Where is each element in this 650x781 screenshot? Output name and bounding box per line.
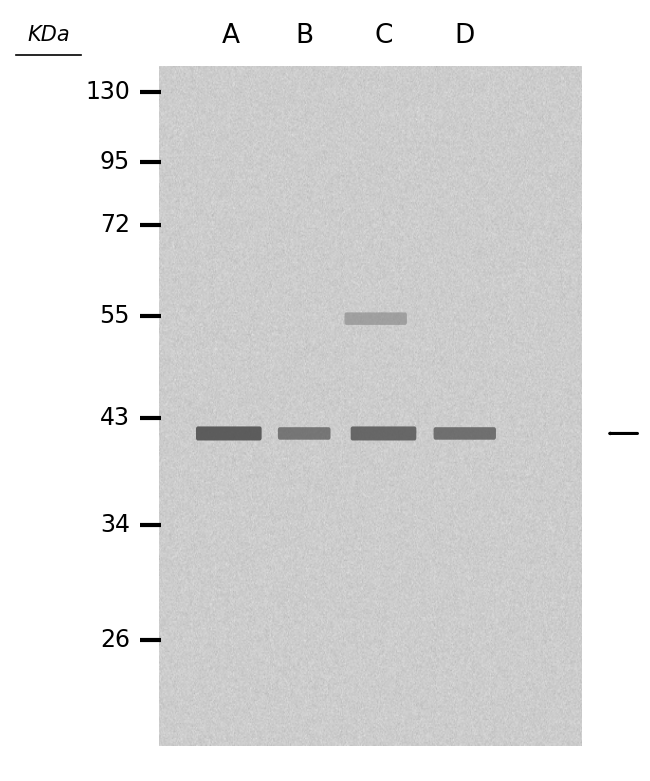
Text: KDa: KDa — [27, 25, 70, 45]
Text: 34: 34 — [100, 513, 130, 537]
FancyBboxPatch shape — [351, 426, 416, 440]
FancyBboxPatch shape — [344, 312, 407, 325]
FancyBboxPatch shape — [278, 427, 331, 440]
FancyBboxPatch shape — [196, 426, 261, 440]
FancyBboxPatch shape — [434, 427, 496, 440]
Text: 95: 95 — [99, 151, 130, 174]
Text: C: C — [374, 23, 393, 49]
Text: D: D — [454, 23, 475, 49]
Text: 130: 130 — [85, 80, 130, 104]
Text: 55: 55 — [99, 305, 130, 328]
Text: A: A — [222, 23, 240, 49]
Text: 43: 43 — [100, 406, 130, 430]
Text: 72: 72 — [100, 213, 130, 237]
Text: B: B — [295, 23, 313, 49]
Text: 26: 26 — [100, 629, 130, 652]
